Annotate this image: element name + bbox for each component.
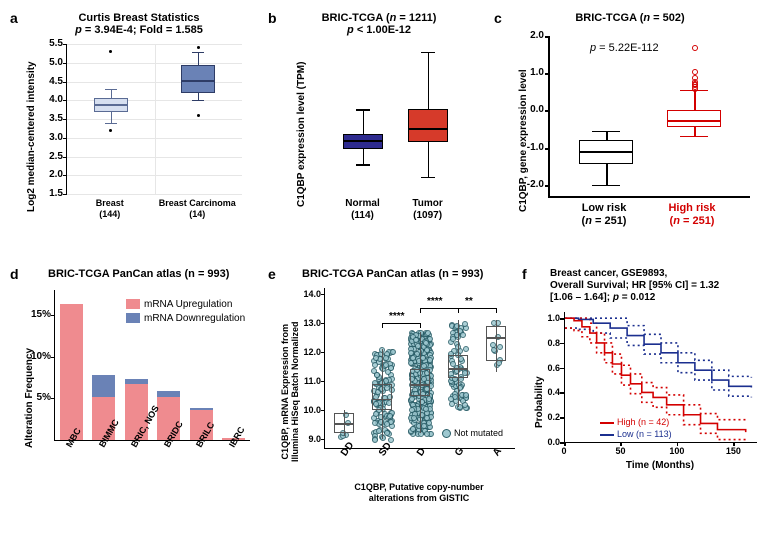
panel-d: d BRIC-TCGA PanCan atlas (n = 993) Alter… (24, 268, 264, 518)
panel-d-label: d (10, 266, 19, 282)
panel-f-legend: High (n = 42) Low (n = 113) (600, 416, 672, 440)
legend-up-text: mRNA Upregulation (144, 299, 232, 310)
panel-f-xlabel: Time (Months) (564, 460, 756, 471)
panel-f-title: Breast cancer, GSE9893, Overall Survival… (550, 268, 766, 304)
legend-high: High (n = 42) (617, 417, 669, 427)
panel-b-title-l1: BRIC-TCGA (n = 1211) (322, 12, 437, 24)
panel-c-label: c (494, 10, 502, 26)
panel-c-title-l1: BRIC-TCGA (n = 502) (575, 12, 684, 24)
panel-d-legend: mRNA Upregulation mRNA Downregulation (126, 298, 245, 326)
panel-d-title: BRIC-TCGA PanCan atlas (n = 993) (48, 268, 288, 280)
panel-f: f Breast cancer, GSE9893, Overall Surviv… (530, 268, 766, 518)
panel-b-title: BRIC-TCGA (n = 1211) p < 1.00E-12 (274, 12, 484, 36)
panel-a-ylabel: Log2 median-centered intensity (26, 61, 37, 212)
panel-b-plot (316, 44, 471, 194)
panel-a-title-l1: Curtis Breast Statistics (78, 12, 199, 24)
panel-a-title-l2: = 3.94E-4; Fold = 1.585 (82, 24, 203, 36)
legend-up-swatch (126, 299, 140, 309)
panel-b-ylabel: C1QBP expression level (TPM) (296, 62, 307, 207)
panel-a: a Curtis Breast Statistics p = 3.94E-4; … (24, 12, 256, 242)
panel-e-plot: 9.010.011.012.013.014.0********** (324, 288, 515, 449)
panel-c-plot: -2.0-1.00.01.02.0 (548, 36, 750, 198)
panel-a-label: a (10, 10, 18, 26)
panel-e-legend: Not mutated (442, 428, 503, 438)
panel-b-label: b (268, 10, 277, 26)
panel-f-label: f (522, 266, 527, 282)
panel-b: b BRIC-TCGA (n = 1211) p < 1.00E-12 C1QB… (274, 12, 484, 242)
panel-b-title-l2: < 1.00E-12 (354, 24, 411, 36)
legend-dn-swatch (126, 313, 140, 323)
panel-e-xlabel: C1QBP, Putative copy-number alterations … (324, 482, 514, 504)
legend-dn-text: mRNA Downregulation (144, 313, 245, 324)
panel-a-plot: 1.52.02.53.03.54.04.55.05.5 (66, 44, 242, 195)
panel-e-title: BRIC-TCGA PanCan atlas (n = 993) (302, 268, 556, 280)
panel-c-pval: p = 5.22E-112 (590, 42, 659, 54)
panel-c: c BRIC-TCGA (n = 502) C1QBP, gene expres… (500, 12, 760, 242)
panel-a-title: Curtis Breast Statistics p = 3.94E-4; Fo… (24, 12, 254, 36)
panel-c-title: BRIC-TCGA (n = 502) (500, 12, 760, 24)
panel-e-label: e (268, 266, 276, 282)
panel-e: e BRIC-TCGA PanCan atlas (n = 993) C1QBP… (272, 268, 526, 518)
legend-dot (442, 429, 451, 438)
legend-low: Low (n = 113) (617, 429, 672, 439)
